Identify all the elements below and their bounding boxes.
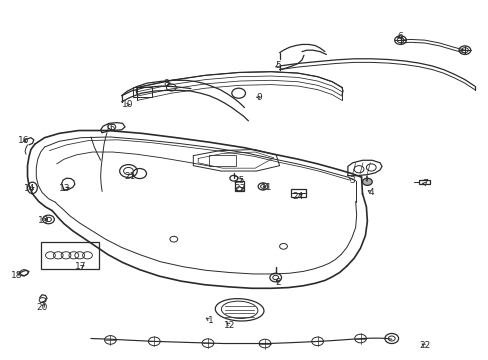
Text: 6: 6 bbox=[397, 32, 403, 41]
Text: 5: 5 bbox=[275, 61, 281, 70]
Bar bbox=[234, 181, 243, 192]
Text: 11: 11 bbox=[260, 183, 272, 192]
Bar bbox=[133, 87, 152, 97]
Text: 19: 19 bbox=[38, 216, 49, 225]
Text: 22: 22 bbox=[418, 341, 429, 350]
Text: 7: 7 bbox=[421, 179, 427, 188]
Text: 10: 10 bbox=[122, 100, 133, 109]
Text: 13: 13 bbox=[59, 184, 71, 193]
Text: 20: 20 bbox=[37, 303, 48, 312]
Text: 17: 17 bbox=[75, 262, 87, 271]
Text: 21: 21 bbox=[124, 172, 135, 181]
Bar bbox=[41, 242, 99, 269]
Bar bbox=[209, 155, 236, 166]
Text: 14: 14 bbox=[24, 184, 36, 193]
Text: 2: 2 bbox=[275, 278, 281, 287]
Text: 4: 4 bbox=[368, 188, 373, 197]
Text: 25: 25 bbox=[232, 176, 244, 185]
Text: 8: 8 bbox=[163, 79, 169, 88]
Text: 1: 1 bbox=[207, 316, 213, 325]
Text: 3: 3 bbox=[348, 176, 354, 185]
Text: 9: 9 bbox=[256, 93, 262, 102]
Text: 15: 15 bbox=[104, 123, 116, 132]
Bar bbox=[290, 189, 306, 197]
Text: 24: 24 bbox=[292, 192, 303, 201]
Circle shape bbox=[362, 178, 371, 185]
Text: 18: 18 bbox=[11, 270, 22, 279]
Bar bbox=[418, 180, 429, 184]
Text: 16: 16 bbox=[19, 136, 30, 145]
Text: 23: 23 bbox=[233, 184, 245, 193]
Text: 12: 12 bbox=[224, 321, 235, 330]
